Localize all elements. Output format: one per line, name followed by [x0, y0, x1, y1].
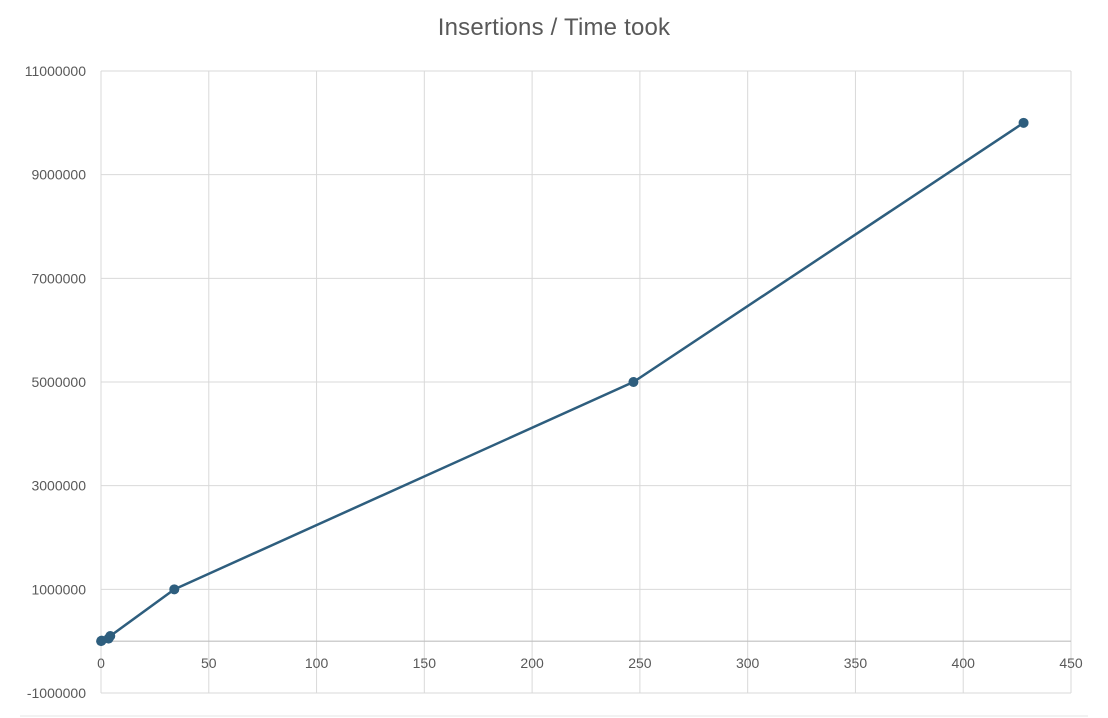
x-tick-label: 150	[413, 655, 437, 671]
chart-title: Insertions / Time took	[437, 14, 671, 41]
x-tick-label: 100	[305, 655, 329, 671]
y-gridlines	[101, 70, 1071, 694]
y-tick-label: 11000000	[25, 63, 86, 79]
data-point	[169, 584, 180, 595]
data-point	[105, 630, 116, 641]
x-tick-label: 200	[520, 655, 544, 671]
data-series	[96, 117, 1029, 647]
y-tick-labels: -1000000 1000000 3000000 5000000 7000000 9000…	[25, 63, 86, 701]
x-tick-label: 0	[97, 655, 105, 671]
y-tick-label: 3000000	[31, 478, 86, 494]
y-tick-label: -1000000	[27, 685, 86, 701]
x-tick-label: 250	[628, 655, 652, 671]
x-tick-label: 300	[736, 655, 760, 671]
y-tick-label: 5000000	[31, 374, 86, 390]
x-tick-label: 50	[201, 655, 217, 671]
data-point	[628, 377, 639, 387]
x-tick-label: 450	[1059, 655, 1083, 671]
y-tick-label: 7000000	[31, 270, 86, 286]
y-tick-label: 1000000	[31, 581, 86, 597]
x-tick-label: 350	[844, 655, 868, 671]
x-tick-labels: 0 50 100 150 200 250 300 350 400 450	[97, 655, 1083, 671]
y-tick-label: 9000000	[31, 167, 86, 183]
x-tick-label: 400	[952, 655, 976, 671]
data-point	[1018, 117, 1029, 128]
